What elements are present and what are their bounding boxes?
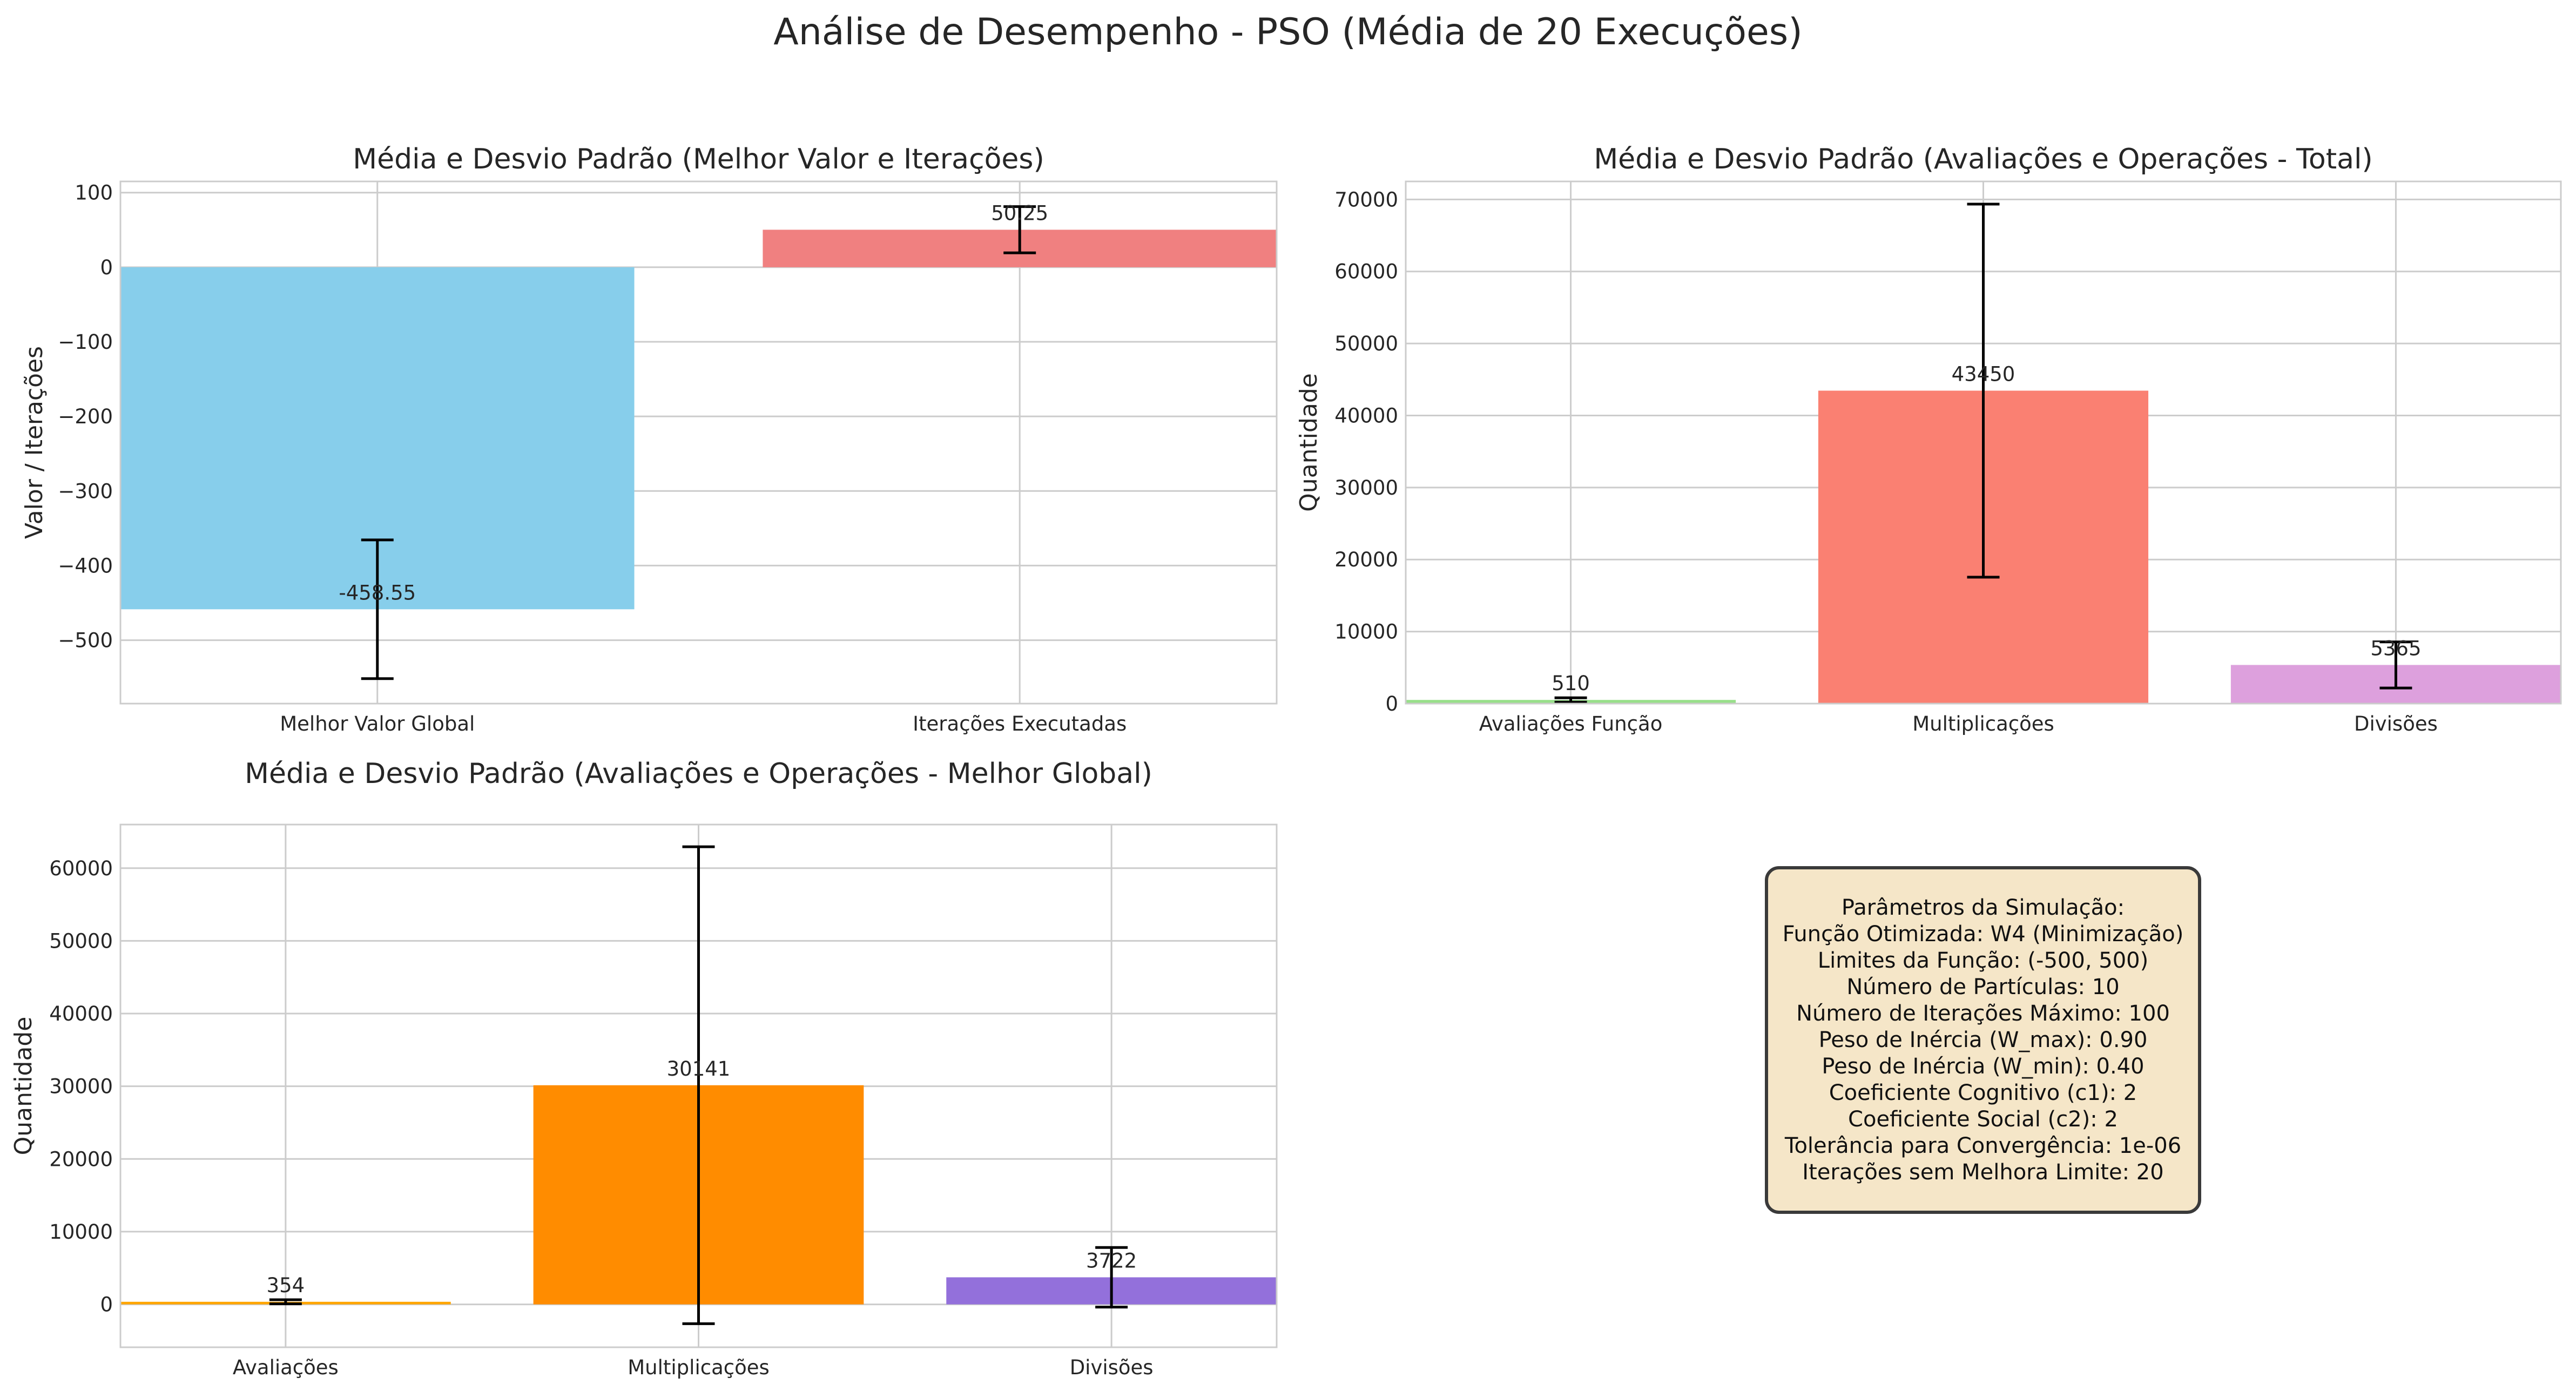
chart-avaliacoes-operacoes-melhor-global: Média e Desvio Padrão (Avaliações e Oper… bbox=[10, 758, 1278, 1379]
value-label-melhor-valor-global: -458.55 bbox=[339, 581, 416, 604]
x-tick-label-divisoes: Divisões bbox=[1070, 1356, 1154, 1379]
chart-title: Média e Desvio Padrão (Melhor Valor e It… bbox=[353, 143, 1044, 175]
y-tick-label: −100 bbox=[58, 330, 113, 354]
chart-avaliacoes-operacoes-total: Média e Desvio Padrão (Avaliações e Oper… bbox=[1295, 143, 2562, 735]
y-tick-label: 0 bbox=[1385, 692, 1398, 715]
x-tick-label-divisoes: Divisões bbox=[2354, 712, 2438, 735]
error-bar-iteracoes-executadas bbox=[1003, 205, 1036, 254]
param-numero-particulas: Número de Partículas: 10 bbox=[1846, 974, 2120, 1000]
axes-frame bbox=[1405, 180, 2562, 705]
y-tick-label: 20000 bbox=[49, 1147, 113, 1171]
param-iteracoes-sem-melhora: Iterações sem Melhora Limite: 20 bbox=[1802, 1159, 2164, 1185]
chart-melhor-valor-iteracoes: Média e Desvio Padrão (Melhor Valor e It… bbox=[21, 143, 1278, 735]
y-tick-label: 20000 bbox=[1334, 548, 1398, 571]
y-tick-label: 50000 bbox=[49, 929, 113, 953]
x-tick-label-multiplicacoes: Multiplicações bbox=[628, 1356, 770, 1379]
x-tick-label-melhor-valor-global: Melhor Valor Global bbox=[280, 712, 475, 735]
axes-frame bbox=[119, 823, 1278, 1348]
x-tick-label-iteracoes-executadas: Iterações Executadas bbox=[913, 712, 1127, 735]
error-bar-divisoes bbox=[1095, 1246, 1128, 1309]
axes-frame bbox=[119, 180, 1278, 705]
params-heading: Parâmetros da Simulação: bbox=[1841, 895, 2125, 920]
y-tick-label: −500 bbox=[58, 629, 113, 652]
param-limites-funcao: Limites da Função: (-500, 500) bbox=[1817, 948, 2149, 973]
value-label-multiplicacoes: 43450 bbox=[1952, 362, 2015, 386]
value-label-avaliacoes-funcao: 510 bbox=[1552, 672, 1590, 695]
y-tick-label: 0 bbox=[100, 256, 113, 279]
y-tick-label: 50000 bbox=[1334, 332, 1398, 355]
y-axis-label: Valor / Iterações bbox=[21, 346, 48, 539]
param-c2: Coeficiente Social (c2): 2 bbox=[1848, 1106, 2118, 1132]
y-tick-label: −400 bbox=[58, 554, 113, 577]
y-axis-label: Quantidade bbox=[10, 1017, 37, 1156]
error-bar-divisoes bbox=[2379, 640, 2412, 690]
param-iteracoes-maximo: Número de Iterações Máximo: 100 bbox=[1796, 1001, 2170, 1026]
value-label-multiplicacoes: 30141 bbox=[667, 1057, 731, 1081]
y-tick-label: 40000 bbox=[49, 1002, 113, 1025]
y-tick-label: −200 bbox=[58, 405, 113, 428]
y-tick-label: 10000 bbox=[49, 1220, 113, 1244]
y-tick-label: −300 bbox=[58, 480, 113, 503]
simulation-parameters-box: Parâmetros da Simulação: Função Otimizad… bbox=[1765, 866, 2201, 1214]
y-tick-label: 30000 bbox=[1334, 476, 1398, 499]
error-bar-melhor-valor-global bbox=[361, 538, 394, 680]
y-tick-label: 0 bbox=[100, 1293, 113, 1316]
x-tick-label-avaliacoes-funcao: Avaliações Função bbox=[1479, 712, 1663, 735]
param-w-min: Peso de Inércia (W_min): 0.40 bbox=[1822, 1054, 2145, 1079]
x-tick-label-avaliacoes: Avaliações bbox=[233, 1356, 339, 1379]
y-tick-label: 40000 bbox=[1334, 404, 1398, 427]
value-label-avaliacoes: 354 bbox=[267, 1274, 305, 1297]
value-label-iteracoes-executadas: 50.25 bbox=[991, 201, 1048, 225]
y-tick-label: 60000 bbox=[1334, 260, 1398, 283]
error-bar-avaliacoes-funcao bbox=[1554, 696, 1587, 704]
error-bar-avaliacoes bbox=[269, 1298, 302, 1306]
y-tick-label: 30000 bbox=[49, 1075, 113, 1098]
x-tick-label-multiplicacoes: Multiplicações bbox=[1912, 712, 2054, 735]
y-tick-label: 70000 bbox=[1334, 188, 1398, 211]
chart-title: Média e Desvio Padrão (Avaliações e Oper… bbox=[1594, 143, 2372, 175]
y-tick-label: 10000 bbox=[1334, 620, 1398, 644]
y-axis-label: Quantidade bbox=[1295, 373, 1323, 512]
param-funcao-otimizada: Função Otimizada: W4 (Minimização) bbox=[1782, 921, 2184, 947]
value-label-divisoes: 5365 bbox=[2370, 637, 2421, 660]
value-label-divisoes: 3722 bbox=[1086, 1249, 1137, 1272]
error-bar-multiplicacoes bbox=[682, 845, 715, 1325]
param-tolerancia: Tolerância para Convergência: 1e-06 bbox=[1784, 1133, 2182, 1158]
param-c1: Coeficiente Cognitivo (c1): 2 bbox=[1829, 1080, 2137, 1105]
y-tick-label: 60000 bbox=[49, 857, 113, 880]
param-w-max: Peso de Inércia (W_max): 0.90 bbox=[1818, 1027, 2148, 1052]
error-bar-multiplicacoes bbox=[1967, 202, 2000, 579]
chart-title: Média e Desvio Padrão (Avaliações e Oper… bbox=[245, 758, 1152, 790]
y-tick-label: 100 bbox=[75, 181, 113, 205]
figure-title: Análise de Desempenho - PSO (Média de 20… bbox=[773, 11, 1803, 53]
